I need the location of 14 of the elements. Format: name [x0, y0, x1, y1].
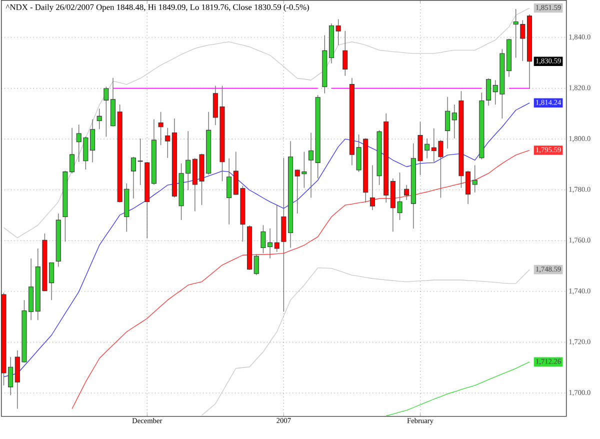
chart-title: ^NDX - Daily 26/02/2007 Open 1848.48, Hi 1849.09, Lo 1819.76, Close 1830.59 (-0.5%)	[6, 4, 309, 12]
candlestick	[308, 132, 314, 198]
candlestick	[342, 30, 348, 76]
candlestick	[96, 108, 102, 130]
candlestick	[404, 184, 410, 200]
candlestick	[472, 164, 478, 193]
candlestick	[254, 254, 259, 276]
candlestick	[486, 78, 492, 106]
candlestick	[165, 127, 170, 158]
candlestick	[445, 96, 450, 149]
candlestick	[226, 158, 232, 225]
candlestick	[370, 164, 375, 210]
candlestick	[274, 204, 280, 252]
candlestick	[158, 111, 164, 146]
